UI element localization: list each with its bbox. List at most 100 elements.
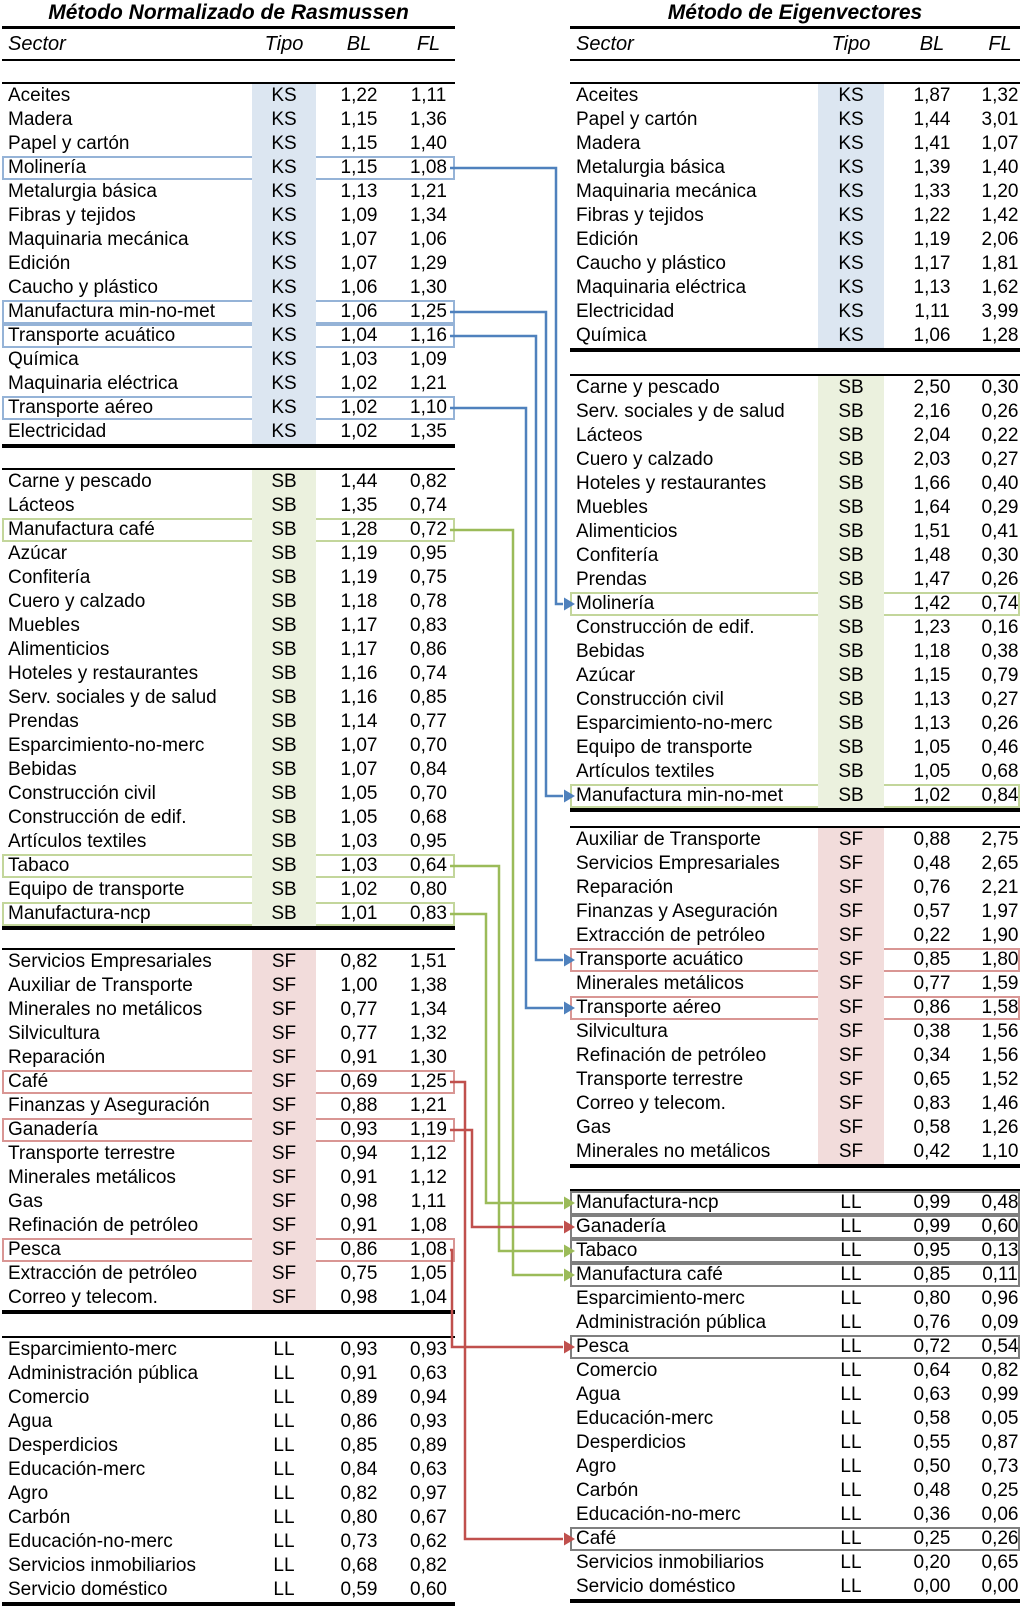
tipo-cell: KS (252, 156, 316, 180)
sector-cell: Administración pública (576, 1312, 767, 1333)
table-row: Agro LL 0,82 0,97 (2, 1482, 455, 1506)
tipo-cell: KS (818, 324, 884, 348)
fl-cell: 1,08 (410, 157, 447, 178)
tipo-cell: SF (818, 1068, 884, 1092)
bl-cell: 1,35 (340, 495, 378, 516)
sector-cell: Prendas (576, 569, 647, 590)
table-row: Fibras y tejidos KS 1,09 1,34 (2, 204, 455, 228)
tipo-cell: KS (818, 228, 884, 252)
bl-cell: 1,13 (913, 713, 951, 734)
bl-cell: 0,88 (340, 1095, 378, 1116)
tipo-cell: LL (840, 1312, 862, 1333)
table-row: Esparcimiento-no-merc SB 1,07 0,70 (2, 734, 455, 758)
sector-cell: Lácteos (576, 425, 643, 446)
sector-cell: Manufactura café (8, 519, 155, 540)
fl-cell: 0,26 (981, 401, 1019, 422)
bl-cell: 0,73 (340, 1531, 378, 1552)
table-row: Agua LL 0,63 0,99 (570, 1383, 1020, 1407)
fl-cell: 0,97 (410, 1483, 447, 1504)
bl-cell: 0,58 (913, 1408, 951, 1429)
bl-cell: 1,07 (340, 253, 378, 274)
tipo-cell: SB (252, 614, 316, 638)
table-row: Manufactura café SB 1,28 0,72 (2, 518, 455, 542)
bl-cell: 1,07 (340, 735, 378, 756)
bl-cell: 1,15 (340, 133, 378, 154)
bl-cell: 1,02 (340, 421, 378, 442)
fl-cell: 0,41 (981, 521, 1019, 542)
bl-cell: 1,17 (340, 639, 378, 660)
fl-cell: 0,25 (981, 1480, 1019, 1501)
tipo-cell: SB (252, 542, 316, 566)
fl-cell: 0,77 (410, 711, 447, 732)
table-row: Construcción de edif. SB 1,05 0,68 (2, 806, 455, 830)
tipo-cell: LL (840, 1456, 862, 1477)
tipo-cell: KS (252, 396, 316, 420)
table-row: Madera KS 1,41 1,07 (570, 132, 1020, 156)
sector-cell: Agua (8, 1411, 53, 1432)
fl-cell: 0,80 (410, 879, 447, 900)
sector-cell: Educación-no-merc (576, 1504, 741, 1525)
bl-cell: 0,38 (913, 1021, 951, 1042)
tipo-cell: SB (818, 448, 884, 472)
bl-cell: 1,03 (340, 855, 378, 876)
fl-cell: 1,34 (410, 205, 447, 226)
tipo-cell: SB (818, 640, 884, 664)
table-row: Construcción de edif. SB 1,23 0,16 (570, 616, 1020, 640)
fl-cell: 1,21 (410, 373, 447, 394)
tipo-cell: LL (273, 1363, 295, 1384)
sector-cell: Silvicultura (576, 1021, 668, 1042)
sector-cell: Artículos textiles (576, 761, 715, 782)
table-row: Serv. sociales y de salud SB 2,16 0,26 (570, 400, 1020, 424)
tipo-cell: SF (252, 1166, 316, 1190)
table-row: Bebidas SB 1,18 0,38 (570, 640, 1020, 664)
sector-cell: Transporte aéreo (8, 397, 154, 418)
section-sb: Carne y pescado SB 1,44 0,82 Lácteos SB 1,35 0,… (2, 468, 455, 930)
table-row: Refinación de petróleo SF 0,34 1,56 (570, 1044, 1020, 1068)
bl-cell: 0,99 (913, 1192, 951, 1213)
sector-cell: Minerales no metálicos (8, 999, 203, 1020)
tipo-cell: SF (252, 1238, 316, 1262)
bl-cell: 0,88 (913, 829, 951, 850)
table-row: Prendas SB 1,14 0,77 (2, 710, 455, 734)
bl-cell: 1,48 (913, 545, 951, 566)
bl-cell: 0,64 (913, 1360, 951, 1381)
fl-cell: 1,06 (410, 229, 447, 250)
table-row: Transporte acuático KS 1,04 1,16 (2, 324, 455, 348)
fl-cell: 0,73 (981, 1456, 1019, 1477)
sector-cell: Café (576, 1528, 617, 1549)
tipo-cell: LL (273, 1483, 295, 1504)
tipo-cell: SF (252, 998, 316, 1022)
bl-cell: 1,44 (340, 471, 378, 492)
bl-cell: 0,80 (913, 1288, 951, 1309)
tipo-cell: LL (840, 1504, 862, 1525)
fl-cell: 1,32 (410, 1023, 447, 1044)
bl-cell: 0,76 (913, 1312, 951, 1333)
fl-cell: 1,16 (410, 325, 447, 346)
sector-cell: Hoteles y restaurantes (576, 473, 767, 494)
tipo-cell: SF (818, 948, 884, 972)
bl-cell: 1,13 (340, 181, 378, 202)
bl-cell: 0,83 (913, 1093, 951, 1114)
tipo-cell: KS (252, 348, 316, 372)
table-row: Maquinaria eléctrica KS 1,02 1,21 (2, 372, 455, 396)
table-row: Fibras y tejidos KS 1,22 1,42 (570, 204, 1020, 228)
tipo-cell: SB (818, 400, 884, 424)
sector-cell: Electricidad (576, 301, 675, 322)
bl-cell: 0,76 (913, 877, 951, 898)
fl-cell: 1,19 (410, 1119, 447, 1140)
header-bl: BL (919, 33, 945, 55)
tipo-cell: LL (840, 1552, 862, 1573)
sector-cell: Papel y cartón (8, 133, 130, 154)
fl-cell: 1,25 (410, 1071, 447, 1092)
tipo-cell: LL (840, 1408, 862, 1429)
sector-cell: Construcción de edif. (8, 807, 187, 828)
bl-cell: 0,95 (913, 1240, 951, 1261)
sector-cell: Desperdicios (576, 1432, 686, 1453)
fl-cell: 0,13 (981, 1240, 1019, 1261)
bl-cell: 1,07 (340, 759, 378, 780)
tipo-cell: LL (840, 1240, 862, 1261)
fl-cell: 0,70 (410, 735, 447, 756)
bl-cell: 0,75 (340, 1263, 378, 1284)
table-row: Transporte aéreo SF 0,86 1,58 (570, 996, 1020, 1020)
bl-cell: 0,65 (913, 1069, 951, 1090)
